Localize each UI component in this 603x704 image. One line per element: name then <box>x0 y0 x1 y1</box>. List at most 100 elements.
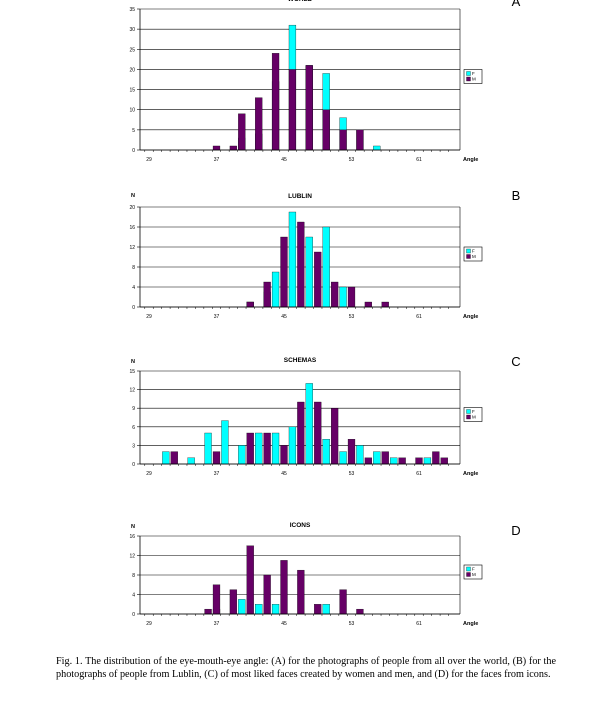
bar-m-world <box>212 145 221 151</box>
legend-label-m-lublin: M <box>472 254 476 259</box>
bar-m-schemas <box>432 451 440 465</box>
bar-m-lublin <box>314 251 322 308</box>
bar-m-lublin <box>280 236 288 308</box>
legend-swatch-m-lublin <box>466 254 471 259</box>
bar-f-schemas <box>221 420 229 465</box>
y-tick-label-icons: 8 <box>132 573 135 579</box>
y-tick-label-schemas: 6 <box>132 425 135 431</box>
bar-f-schemas <box>271 432 280 465</box>
bar-m-world <box>339 129 347 151</box>
bar-f-icons <box>271 604 280 615</box>
bar-m-schemas <box>280 445 288 465</box>
x-tick-label-lublin: 45 <box>281 314 287 320</box>
y-tick-label-lublin: 20 <box>129 205 135 211</box>
bar-m-world <box>288 69 297 151</box>
y-tick-label-lublin: 4 <box>132 285 135 291</box>
bar-f-schemas <box>390 457 398 465</box>
x-tick-label-icons: 37 <box>214 621 220 627</box>
legend-label-m-icons: M <box>472 572 476 577</box>
legend-swatch-m-schemas <box>466 414 471 420</box>
x-tick-label-schemas: 45 <box>281 471 287 477</box>
legend-swatch-f-world <box>466 71 471 76</box>
x-axis-title-world: Angle <box>463 157 478 163</box>
y-axis-title-schemas: N <box>131 359 135 365</box>
bar-f-schemas <box>255 432 263 465</box>
x-axis-title-schemas: Angle <box>463 471 478 477</box>
bar-m-icons <box>314 604 322 615</box>
bar-m-world <box>305 65 313 151</box>
y-tick-label-world: 0 <box>132 148 135 154</box>
bar-m-lublin <box>246 301 254 308</box>
bar-m-world <box>255 97 263 151</box>
x-tick-label-world: 61 <box>416 157 422 163</box>
bar-m-world <box>356 129 364 151</box>
chart-title-icons: ICONS <box>290 522 311 529</box>
y-tick-label-world: 30 <box>129 27 135 33</box>
bar-f-schemas <box>322 439 330 465</box>
x-tick-label-lublin: 53 <box>349 314 355 320</box>
x-tick-label-schemas: 37 <box>214 471 220 477</box>
bar-f-schemas <box>204 432 212 465</box>
bar-f-schemas <box>339 451 347 465</box>
bar-f-schemas <box>423 457 432 465</box>
bar-f-schemas <box>373 451 381 465</box>
bar-m-schemas <box>246 432 254 465</box>
bar-f-lublin <box>271 271 280 308</box>
bar-m-world <box>229 145 237 151</box>
legend-label-m-world: M <box>472 77 476 82</box>
bar-f-schemas <box>356 445 364 465</box>
bar-f-lublin <box>305 236 313 308</box>
y-tick-label-world: 10 <box>129 108 135 114</box>
bar-m-lublin <box>331 281 339 308</box>
legend-label-f-world: F <box>472 71 475 76</box>
bar-f-lublin <box>322 226 330 308</box>
x-tick-label-icons: 45 <box>281 621 287 627</box>
legend-swatch-m-world <box>466 76 471 82</box>
y-tick-label-schemas: 15 <box>129 369 135 375</box>
bar-m-schemas <box>381 451 389 465</box>
panel-letter-world: A <box>512 0 521 9</box>
x-axis-title-lublin: Angle <box>463 314 478 320</box>
bar-m-schemas <box>331 408 339 465</box>
x-tick-label-world: 45 <box>281 157 287 163</box>
bar-m-lublin <box>263 281 271 308</box>
x-tick-label-icons: 29 <box>146 621 152 627</box>
x-tick-label-lublin: 61 <box>416 314 422 320</box>
y-tick-label-world: 25 <box>129 47 135 53</box>
bar-m-schemas <box>212 451 221 465</box>
bar-m-icons <box>246 545 254 615</box>
legend-label-f-lublin: F <box>472 249 475 254</box>
bar-m-world <box>322 109 330 151</box>
x-tick-label-schemas: 29 <box>146 471 152 477</box>
bar-m-icons <box>229 589 237 615</box>
bar-m-schemas <box>347 439 356 465</box>
bar-m-schemas <box>440 457 448 465</box>
chart-title-schemas: SCHEMAS <box>284 357 317 364</box>
x-axis-title-icons: Angle <box>463 621 478 627</box>
bar-m-schemas <box>170 451 178 465</box>
bar-f-schemas <box>305 383 313 465</box>
legend-label-f-schemas: F <box>472 409 475 414</box>
chart-title-world: WORLD <box>288 0 313 3</box>
y-tick-label-lublin: 16 <box>129 225 135 231</box>
bar-m-schemas <box>297 401 305 465</box>
bar-m-schemas <box>314 401 322 465</box>
y-tick-label-icons: 4 <box>132 593 135 599</box>
bar-m-icons <box>297 569 305 615</box>
bar-f-icons <box>255 604 263 615</box>
y-axis-title-icons: N <box>131 524 135 530</box>
x-tick-label-lublin: 37 <box>214 314 220 320</box>
bar-m-icons <box>356 608 364 615</box>
bar-m-icons <box>204 608 212 615</box>
y-tick-label-lublin: 0 <box>132 305 135 311</box>
legend-swatch-f-schemas <box>466 409 471 414</box>
x-tick-label-world: 37 <box>214 157 220 163</box>
bar-m-lublin <box>347 286 356 308</box>
chart-title-lublin: LUBLIN <box>288 193 312 200</box>
bar-m-schemas <box>263 432 271 465</box>
bar-m-schemas <box>415 457 423 465</box>
y-tick-label-schemas: 12 <box>129 388 135 394</box>
bar-m-icons <box>280 560 288 615</box>
bar-f-schemas <box>238 445 246 465</box>
